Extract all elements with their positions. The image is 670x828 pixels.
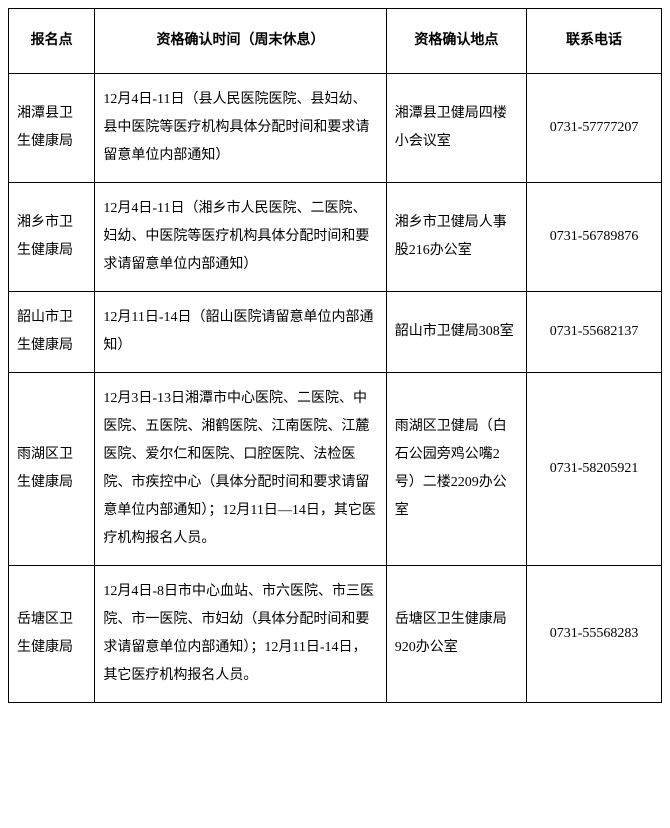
cell-phone: 0731-57777207 [527, 74, 662, 183]
cell-location: 湘乡市卫健局人事股216办公室 [386, 183, 526, 292]
cell-location: 岳塘区卫生健康局920办公室 [386, 566, 526, 703]
cell-point: 湘潭县卫生健康局 [9, 74, 95, 183]
table-header-row: 报名点 资格确认时间（周末休息） 资格确认地点 联系电话 [9, 9, 662, 74]
cell-time: 12月4日-8日市中心血站、市六医院、市三医院、市一医院、市妇幼（具体分配时间和… [95, 566, 386, 703]
cell-location: 韶山市卫健局308室 [386, 292, 526, 373]
registration-table: 报名点 资格确认时间（周末休息） 资格确认地点 联系电话 湘潭县卫生健康局 12… [8, 8, 662, 703]
cell-phone: 0731-58205921 [527, 373, 662, 566]
table-row: 韶山市卫生健康局 12月11日-14日（韶山医院请留意单位内部通知） 韶山市卫健… [9, 292, 662, 373]
header-time: 资格确认时间（周末休息） [95, 9, 386, 74]
cell-phone: 0731-56789876 [527, 183, 662, 292]
cell-time: 12月3日-13日湘潭市中心医院、二医院、中医院、五医院、湘鹤医院、江南医院、江… [95, 373, 386, 566]
cell-phone: 0731-55568283 [527, 566, 662, 703]
cell-point: 雨湖区卫生健康局 [9, 373, 95, 566]
cell-point: 湘乡市卫生健康局 [9, 183, 95, 292]
cell-time: 12月11日-14日（韶山医院请留意单位内部通知） [95, 292, 386, 373]
cell-point: 韶山市卫生健康局 [9, 292, 95, 373]
cell-point: 岳塘区卫生健康局 [9, 566, 95, 703]
table-row: 雨湖区卫生健康局 12月3日-13日湘潭市中心医院、二医院、中医院、五医院、湘鹤… [9, 373, 662, 566]
table-row: 岳塘区卫生健康局 12月4日-8日市中心血站、市六医院、市三医院、市一医院、市妇… [9, 566, 662, 703]
cell-time: 12月4日-11日（县人民医院医院、县妇幼、县中医院等医疗机构具体分配时间和要求… [95, 74, 386, 183]
table-row: 湘潭县卫生健康局 12月4日-11日（县人民医院医院、县妇幼、县中医院等医疗机构… [9, 74, 662, 183]
cell-location: 湘潭县卫健局四楼小会议室 [386, 74, 526, 183]
cell-location: 雨湖区卫健局（白石公园旁鸡公嘴2号）二楼2209办公室 [386, 373, 526, 566]
header-point: 报名点 [9, 9, 95, 74]
header-location: 资格确认地点 [386, 9, 526, 74]
table-row: 湘乡市卫生健康局 12月4日-11日（湘乡市人民医院、二医院、妇幼、中医院等医疗… [9, 183, 662, 292]
cell-phone: 0731-55682137 [527, 292, 662, 373]
header-phone: 联系电话 [527, 9, 662, 74]
cell-time: 12月4日-11日（湘乡市人民医院、二医院、妇幼、中医院等医疗机构具体分配时间和… [95, 183, 386, 292]
